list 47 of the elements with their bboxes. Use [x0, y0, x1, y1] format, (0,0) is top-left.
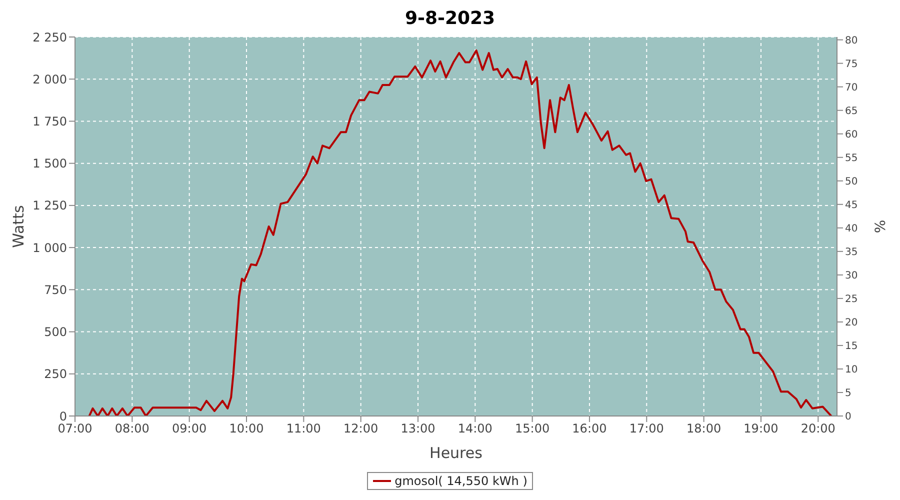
x-tick-label: 19:00 — [744, 422, 778, 436]
y-tick-label: 0 — [59, 409, 67, 424]
x-tick-label: 16:00 — [572, 422, 607, 436]
x-tick-label: 14:00 — [458, 422, 492, 436]
y-tick-label: 1 000 — [32, 240, 67, 255]
y2-tick-label: 70 — [845, 82, 858, 94]
y-tick-label: 750 — [44, 282, 67, 297]
y2-tick-label: 0 — [845, 412, 852, 423]
y2-tick-label: 15 — [845, 341, 858, 352]
legend-label: gmosol( 14,550 kWh ) — [394, 474, 528, 488]
x-tick-label: 13:00 — [400, 422, 436, 436]
y2-tick-label: 5 — [845, 388, 852, 400]
y2-tick-label: 80 — [845, 35, 858, 46]
x-tick-label: 08:00 — [114, 422, 150, 436]
y-axis-title: Watts — [9, 205, 28, 248]
y-tick-label: 2 250 — [32, 30, 67, 44]
x-tick-label: 10:00 — [229, 422, 264, 436]
y2-axis-title: % — [872, 220, 889, 234]
chart-title: 9-8-2023 — [404, 8, 496, 30]
y2-tick-label: 55 — [845, 152, 858, 164]
x-tick-label: 20:00 — [800, 422, 836, 436]
x-tick-label: 07:00 — [58, 422, 92, 436]
y2-tick-label: 75 — [845, 58, 858, 70]
y-tick-label: 1 750 — [32, 114, 67, 128]
x-tick-label: 09:00 — [172, 422, 207, 436]
x-tick-label: 17:00 — [629, 422, 664, 436]
y2-tick-label: 30 — [845, 270, 858, 282]
y-tick-label: 1 500 — [32, 156, 67, 171]
y-tick-label: 250 — [44, 367, 67, 382]
x-axis-title: Heures — [430, 444, 483, 462]
line-series — [88, 49, 832, 416]
x-tick-label: 11:00 — [286, 422, 321, 436]
y2-tick-label: 10 — [845, 364, 858, 376]
y-tick-label: 2 000 — [32, 72, 67, 86]
y2-tick-label: 65 — [845, 106, 858, 117]
y-tick-label: 1 250 — [32, 198, 67, 213]
y2-tick-label: 20 — [845, 318, 858, 329]
y2-tick-label: 35 — [845, 246, 858, 258]
y-tick-label: 500 — [44, 325, 67, 340]
x-tick-label: 15:00 — [515, 422, 550, 436]
x-tick-label: 18:00 — [686, 422, 722, 436]
y2-tick-label: 25 — [845, 294, 858, 305]
y2-tick-label: 60 — [845, 129, 858, 140]
y2-tick-label: 40 — [845, 223, 858, 234]
x-tick-label: 12:00 — [344, 422, 378, 436]
y2-tick-label: 45 — [845, 200, 858, 211]
y2-tick-label: 50 — [845, 176, 858, 188]
